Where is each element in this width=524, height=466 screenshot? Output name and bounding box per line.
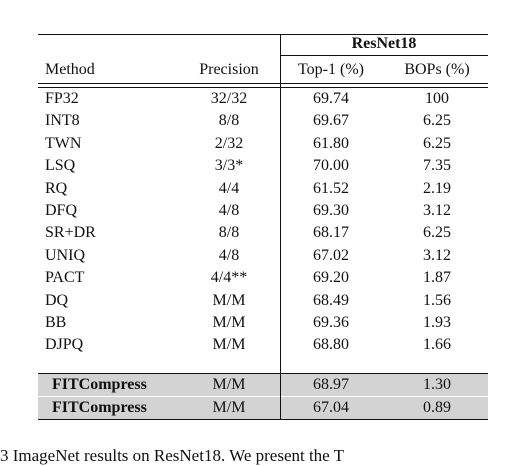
table-cell: Top-1 (%)	[298, 61, 364, 78]
table-cell: BOPs (%)	[404, 61, 470, 78]
table-cell: M/M	[212, 399, 246, 416]
table-cell: 67.04	[313, 399, 349, 416]
table-cell: Method	[45, 61, 95, 78]
group-header: ResNet18	[351, 35, 417, 52]
table-cell: FITCompress	[52, 376, 147, 393]
table-cell: 1.66	[423, 336, 451, 354]
table-cell: 1.56	[423, 291, 451, 309]
table-cell: 7.35	[423, 157, 451, 175]
table-cell: 32/32	[210, 90, 248, 107]
header-rule	[38, 87, 488, 88]
table-cell: FITCompress	[52, 399, 147, 416]
table-cell: 69.67	[313, 112, 349, 130]
section-rule	[38, 373, 488, 374]
table-cell: 4/8	[218, 202, 240, 219]
table-cell: 67.02	[313, 246, 349, 264]
table-cell: 3.12	[423, 202, 451, 219]
table-cell: 69.20	[313, 269, 349, 287]
table-cell: 6.25	[423, 112, 451, 130]
table-cell: 8/8	[218, 112, 240, 130]
table-cell: TWN	[45, 134, 82, 152]
caption: 3 ImageNet results on ResNet18. We prese…	[0, 446, 345, 465]
table-cell: 6.25	[423, 134, 451, 152]
table-cell: 68.97	[313, 376, 349, 393]
table-cell: 68.80	[313, 336, 349, 354]
table-cell: 4/4**	[210, 269, 248, 287]
top-rule	[38, 34, 488, 35]
table-cell: M/M	[212, 336, 246, 354]
table-cell: PACT	[45, 269, 85, 287]
table-cell: 4/8	[218, 246, 240, 264]
table-cell: 1.30	[423, 376, 451, 393]
table-cell: 1.87	[423, 269, 451, 287]
table-cell: 68.49	[313, 291, 349, 309]
table-cell: Precision	[199, 61, 259, 78]
table-cell: BB	[45, 314, 67, 331]
table-cell: LSQ	[45, 157, 76, 175]
table-cell: DFQ	[45, 202, 78, 219]
table-cell: 2.19	[423, 179, 451, 197]
table-cell: M/M	[212, 314, 246, 331]
header-rule	[38, 83, 488, 84]
table-cell: 68.17	[313, 224, 349, 242]
table-cell: 69.30	[313, 202, 349, 219]
table-cell: M/M	[212, 376, 246, 393]
table-cell: 69.36	[313, 314, 349, 331]
table-cell: SR+DR	[45, 224, 96, 242]
table-cell: FP32	[45, 90, 79, 107]
table-cell: 100	[425, 90, 449, 107]
row-sep	[38, 396, 488, 397]
table-cell: 69.74	[313, 90, 349, 107]
table-cell: M/M	[212, 291, 246, 309]
table-cell: 1.93	[423, 314, 451, 331]
table-cell: DJPQ	[45, 336, 84, 354]
table-cell: 8/8	[218, 224, 240, 242]
table-cell: INT8	[45, 112, 80, 130]
table-cell: RQ	[45, 179, 68, 197]
table-cell: DQ	[45, 291, 69, 309]
table-cell: 61.52	[313, 179, 349, 197]
table-cell: 4/4	[218, 179, 240, 197]
table-cell: 0.89	[423, 399, 451, 416]
group-rule	[280, 55, 488, 56]
table-cell: 3/3*	[214, 157, 244, 175]
table-cell: 3.12	[423, 246, 451, 264]
table-cell: 2/32	[214, 134, 244, 152]
table-cell: 6.25	[423, 224, 451, 242]
table-cell: 61.80	[313, 134, 349, 152]
table-cell: UNIQ	[45, 246, 85, 264]
bottom-rule	[38, 419, 488, 420]
table-cell: 70.00	[313, 157, 349, 175]
column-rule	[280, 34, 281, 420]
